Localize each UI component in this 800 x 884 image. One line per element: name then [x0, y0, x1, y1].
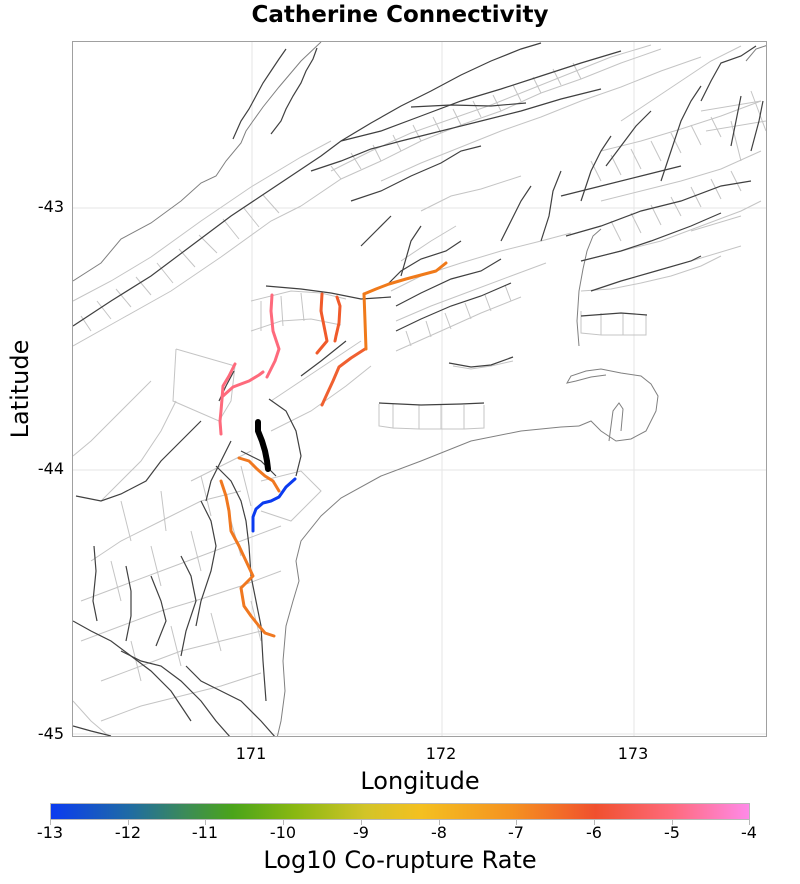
- fault-pink-north: [265, 293, 281, 379]
- gridlines: [73, 42, 766, 736]
- fault-orange-red-b: [333, 295, 342, 343]
- fault-catherine-source: [255, 419, 271, 472]
- colorbar-tick: [749, 820, 750, 825]
- colorbar-tick: [128, 820, 129, 825]
- fault-subsections: [73, 44, 766, 736]
- colorbar-tick-label: -12: [114, 823, 142, 842]
- highlighted-faults: [218, 261, 448, 638]
- colorbar-tick: [516, 820, 517, 825]
- colorbar-tick-label: -5: [664, 823, 680, 842]
- y-axis-label: Latitude: [6, 339, 34, 439]
- fault-map: [73, 42, 766, 736]
- colorbar-tick-label: -7: [508, 823, 524, 842]
- colorbar-tick: [205, 820, 206, 825]
- xtick-label: 171: [235, 744, 267, 763]
- colorbar-label: Log10 Co-rupture Rate: [263, 846, 537, 874]
- colorbar: [50, 803, 750, 820]
- fault-orange-south: [219, 479, 276, 638]
- x-axis-label: Longitude: [360, 767, 480, 795]
- colorbar-tick: [439, 820, 440, 825]
- colorbar-tick: [361, 820, 362, 825]
- fault-pink-west: [218, 362, 237, 436]
- fault-orange-ne: [362, 261, 448, 296]
- xtick-label: 172: [425, 744, 457, 763]
- ytick-label: -45: [37, 724, 64, 743]
- colorbar-tick-label: -9: [353, 823, 369, 842]
- ytick-label: -44: [37, 459, 64, 478]
- fault-traces: [73, 42, 764, 736]
- fault-orange-connector: [237, 456, 281, 493]
- colorbar-tick-label: -13: [36, 823, 64, 842]
- fault-blue: [251, 477, 297, 533]
- colorbar-tick-label: -11: [191, 823, 219, 842]
- colorbar-tick: [672, 820, 673, 825]
- colorbar-tick-label: -6: [586, 823, 602, 842]
- colorbar-tick: [50, 820, 51, 825]
- colorbar-tick: [283, 820, 284, 825]
- colorbar-tick: [594, 820, 595, 825]
- ytick-label: -43: [37, 197, 64, 216]
- map-plot-area[interactable]: [72, 41, 767, 737]
- xtick-label: 173: [617, 744, 649, 763]
- colorbar-tick-label: -10: [269, 823, 297, 842]
- coastline: [73, 42, 766, 736]
- fault-orange-vertical: [362, 292, 368, 351]
- fault-orange-red-central: [320, 347, 367, 407]
- colorbar-tick-label: -8: [431, 823, 447, 842]
- chart-title: Catherine Connectivity: [251, 2, 549, 28]
- fault-pink-branch: [221, 370, 265, 398]
- fault-orange-red-a: [315, 292, 329, 355]
- colorbar-tick-label: -4: [741, 823, 757, 842]
